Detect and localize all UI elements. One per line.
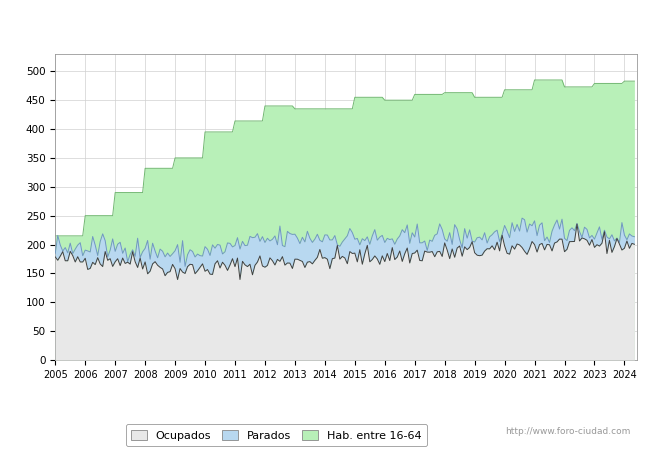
- Text: http://www.foro-ciudad.com: http://www.foro-ciudad.com: [505, 428, 630, 436]
- Legend: Ocupados, Parados, Hab. entre 16-64: Ocupados, Parados, Hab. entre 16-64: [126, 424, 427, 446]
- Text: Igriés - Evolucion de la poblacion en edad de Trabajar Mayo de 2024: Igriés - Evolucion de la poblacion en ed…: [69, 14, 581, 27]
